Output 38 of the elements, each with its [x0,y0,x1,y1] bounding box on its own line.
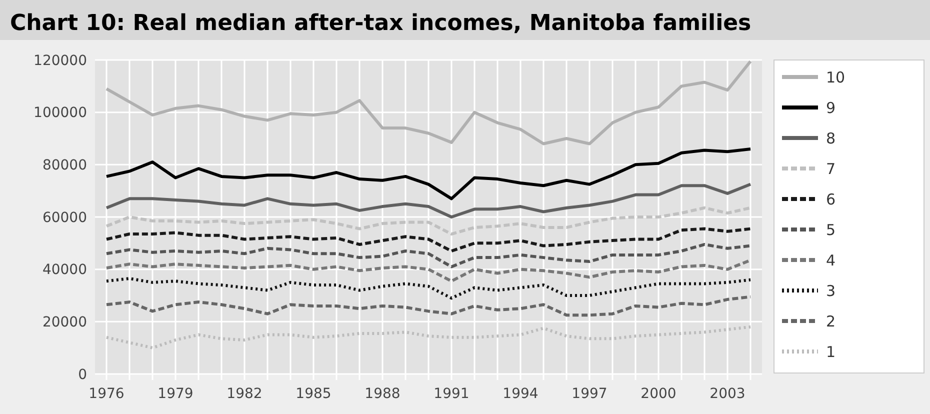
chart-title: Chart 10: Real median after-tax incomes, Manitoba families [10,11,752,36]
x-tick-label: 1985 [296,386,332,402]
x-tick-label: 2000 [640,386,676,402]
legend-label: 5 [826,220,836,239]
legend-label: 1 [826,342,836,361]
line-series [105,258,752,283]
line-series [105,242,752,268]
x-tick-label: 1997 [572,386,608,402]
legend-label: 10 [826,68,846,86]
y-tick-label: 120000 [34,52,87,69]
line-series [105,147,752,200]
legend-label: 6 [826,190,836,208]
line-series [105,276,752,300]
legend-label: 4 [826,251,836,270]
x-tick-label: 2003 [710,386,746,402]
y-tick-label: 60000 [42,210,87,226]
y-tick-label: 0 [78,366,87,383]
legend-label: 9 [826,98,836,117]
x-tick-label: 1994 [502,386,538,402]
y-tick-label: 40000 [42,262,87,278]
legend-label: 3 [826,282,836,300]
line-series [105,60,752,146]
legend-label: 2 [826,312,836,330]
y-tick-label: 80000 [42,158,87,174]
legend-label: 7 [826,160,836,178]
line-series [105,182,752,218]
x-tick-label: 1988 [364,386,400,402]
x-tick-label: 1991 [434,386,470,402]
line-series [105,206,752,236]
x-tick-label: 1979 [158,386,194,402]
x-tick-label: 1982 [226,386,262,402]
y-tick-label: 20000 [42,314,87,331]
line-series [105,227,752,253]
x-tick-label: 1976 [88,386,124,402]
y-tick-label: 100000 [34,105,87,122]
line-series [105,295,752,317]
line-series [105,325,752,350]
legend-label: 8 [826,129,836,148]
